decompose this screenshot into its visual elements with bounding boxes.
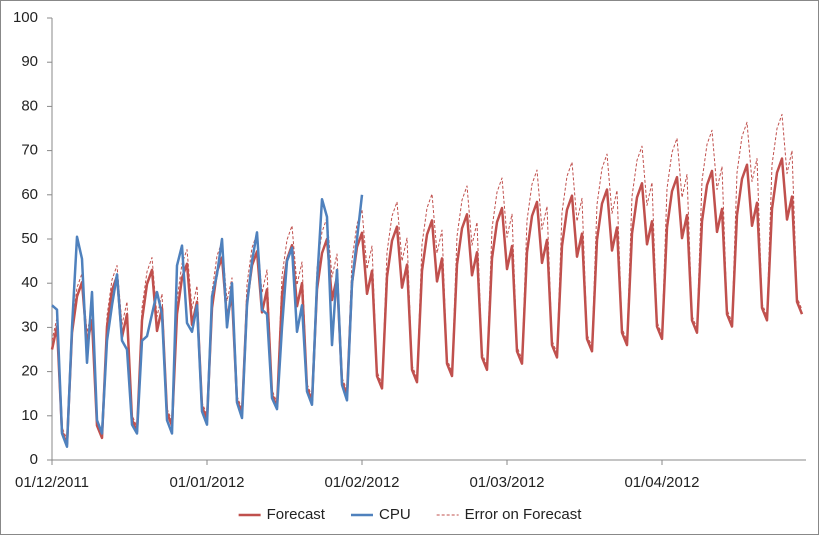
y-tick-label: 30 (21, 318, 38, 335)
x-tick-label: 01/03/2012 (469, 474, 544, 491)
y-tick-label: 100 (13, 9, 38, 26)
y-tick-label: 80 (21, 97, 38, 114)
x-tick-label: 01/12/2011 (15, 474, 89, 491)
y-tick-label: 40 (21, 274, 38, 291)
series-line (50, 157, 804, 446)
x-tick-label: 01/02/2012 (324, 474, 399, 491)
x-tick-label: 01/01/2012 (169, 474, 244, 491)
legend-label: CPU (379, 506, 411, 523)
legend-label: Forecast (267, 506, 326, 523)
y-tick-label: 20 (21, 363, 38, 380)
y-tick-label: 50 (21, 230, 38, 247)
y-tick-label: 70 (21, 142, 38, 159)
series-line (51, 194, 364, 448)
y-tick-label: 60 (21, 186, 38, 203)
y-tick-label: 0 (30, 451, 38, 468)
x-tick-label: 01/04/2012 (624, 474, 699, 491)
y-tick-label: 90 (21, 53, 38, 70)
y-tick-label: 10 (21, 407, 38, 424)
legend-label: Error on Forecast (465, 506, 583, 523)
